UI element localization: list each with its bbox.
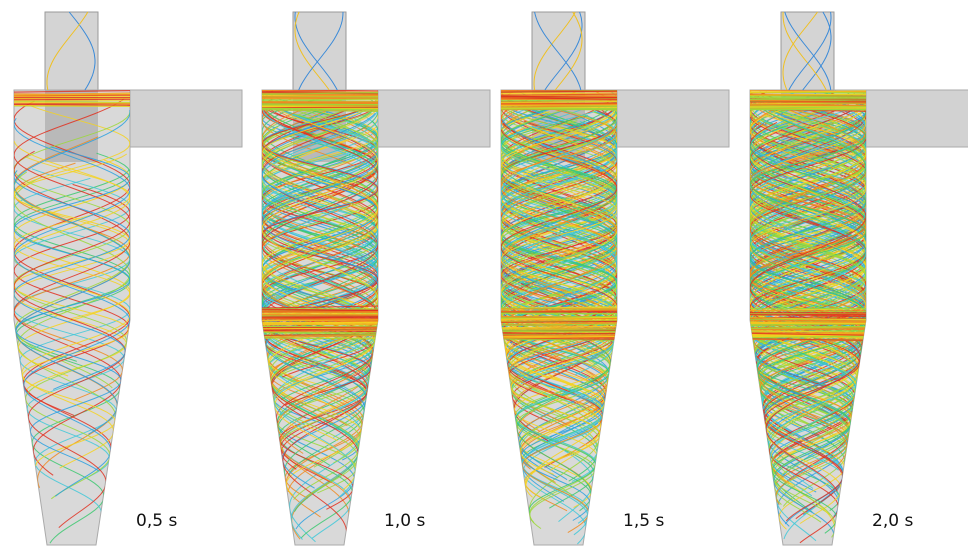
cyclone-panel: 2,0 s xyxy=(750,12,968,545)
time-label: 2,0 s xyxy=(872,511,913,531)
inlet xyxy=(376,90,490,147)
dense-band xyxy=(501,335,617,336)
dense-band xyxy=(262,107,378,108)
dense-band xyxy=(262,316,378,317)
dense-band xyxy=(501,108,617,109)
time-label: 1,5 s xyxy=(623,511,664,531)
inlet xyxy=(615,90,729,147)
streamlines xyxy=(501,89,617,544)
inlet xyxy=(864,90,968,147)
cyclone-panel: 1,5 s xyxy=(501,12,729,545)
dense-band xyxy=(501,312,617,313)
dense-band xyxy=(14,102,130,103)
dense-band xyxy=(14,104,130,105)
dense-band xyxy=(262,97,378,98)
time-label: 0,5 s xyxy=(136,511,177,531)
figure: 0,5 s 1,0 s 1,5 s 2,0 s xyxy=(0,0,968,546)
cyclone-panel: 0,5 s xyxy=(14,12,242,545)
time-label: 1,0 s xyxy=(384,511,425,531)
inlet xyxy=(128,90,242,147)
dense-band xyxy=(14,106,130,107)
cyclone-panel: 1,0 s xyxy=(262,12,490,545)
dense-band xyxy=(262,332,378,333)
